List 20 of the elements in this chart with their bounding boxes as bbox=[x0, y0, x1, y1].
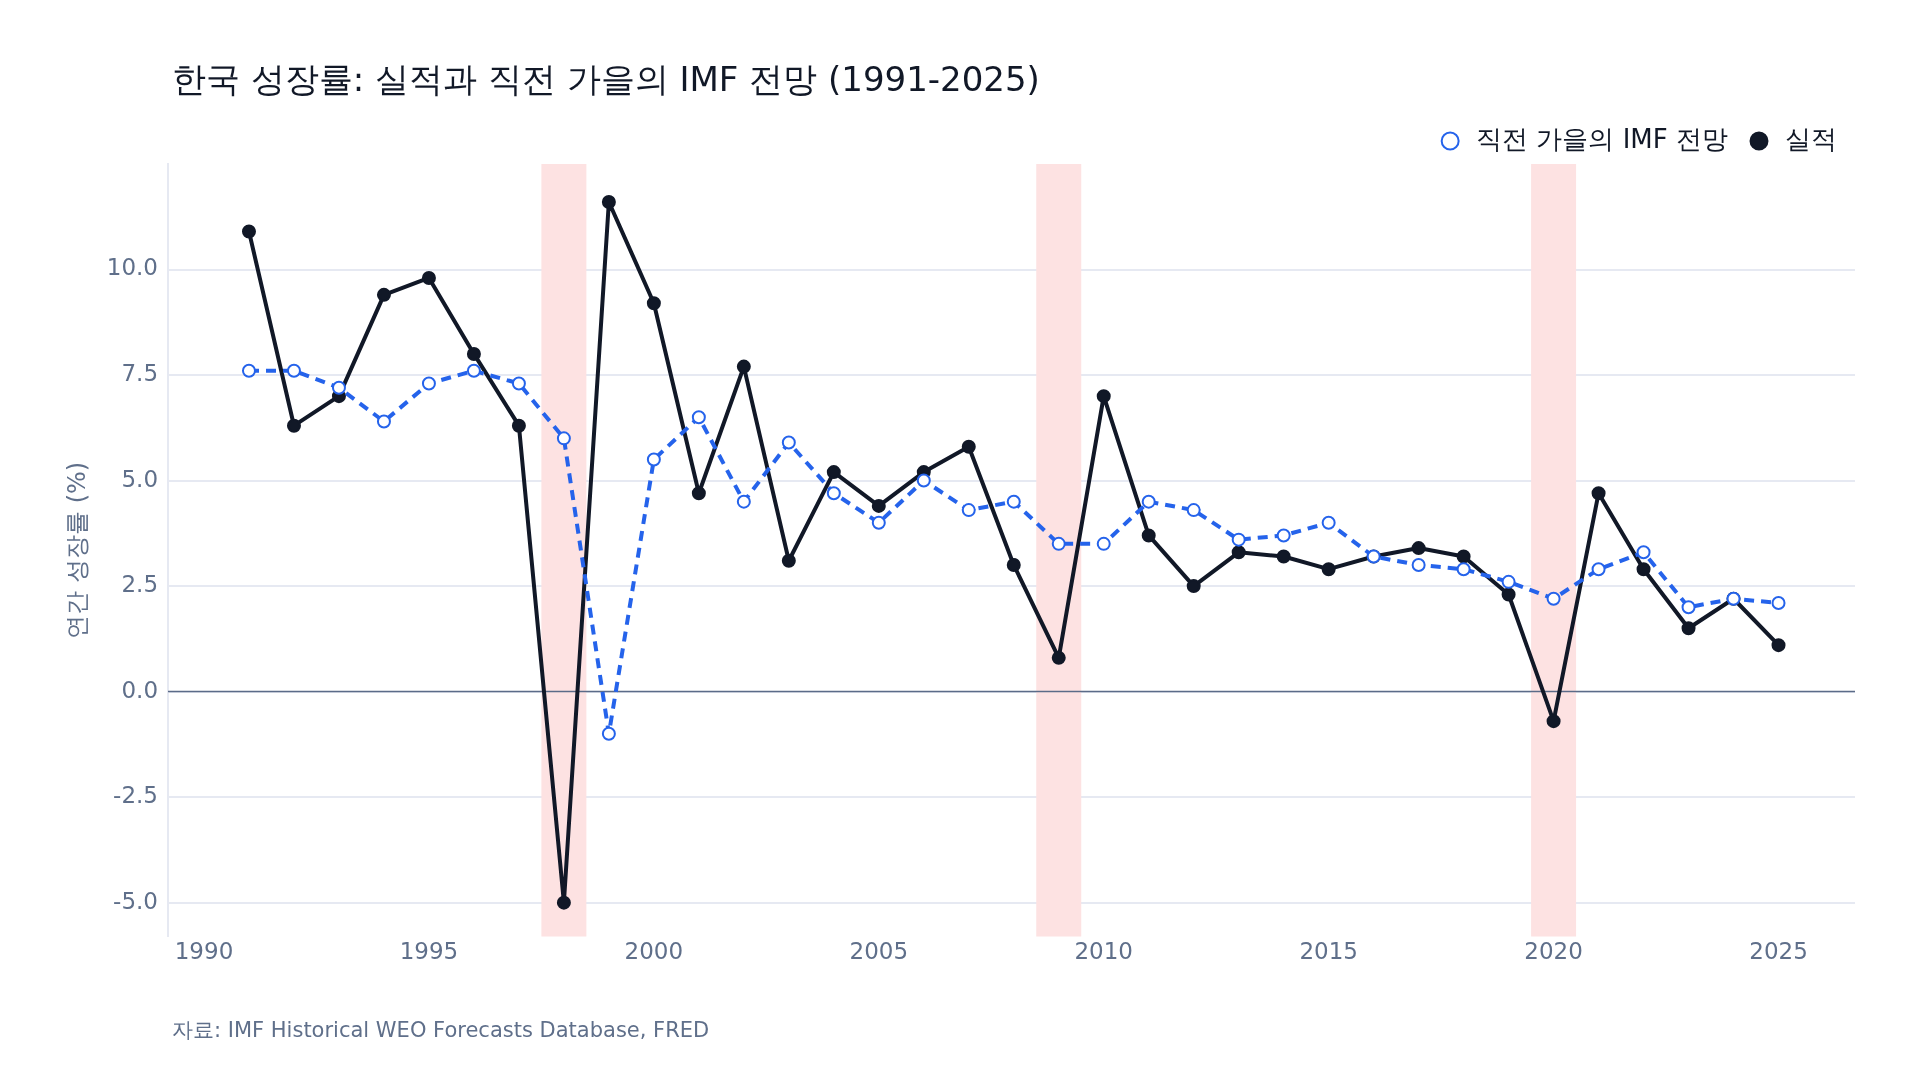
y-tick-label: 7.5 bbox=[121, 360, 159, 387]
y-tick-label: 10.0 bbox=[106, 254, 159, 281]
y-tick-label: -2.5 bbox=[113, 782, 159, 809]
y-tick-label: 0.0 bbox=[121, 676, 159, 703]
x-tick-label: 2025 bbox=[1749, 938, 1808, 965]
y-tick-label: -5.0 bbox=[113, 887, 159, 914]
legend-label: 실적 bbox=[1785, 123, 1837, 154]
y-axis-title: 연간 성장률 (%) bbox=[62, 461, 91, 639]
x-tick-label: 2020 bbox=[1524, 938, 1583, 965]
legend-label: 직전 가을의 IMF 전망 bbox=[1476, 123, 1729, 154]
x-tick-label: 2005 bbox=[849, 938, 909, 965]
text: 자료: IMF Historical WEO Forecasts Database, FRED bbox=[172, 1018, 710, 1043]
x-tick-label: 1995 bbox=[399, 938, 459, 965]
x-tick-label: 1990 bbox=[174, 938, 234, 965]
y-tick-label: 5.0 bbox=[121, 465, 159, 492]
x-tick-label: 2000 bbox=[624, 938, 684, 965]
y-tick-label: 2.5 bbox=[121, 571, 159, 598]
x-tick-label: 2010 bbox=[1074, 938, 1133, 965]
x-tick-label: 2015 bbox=[1299, 938, 1358, 965]
chart-title: 한국 성장률: 실적과 직전 가을의 IMF 전망 (1991-2025) bbox=[172, 58, 1040, 99]
